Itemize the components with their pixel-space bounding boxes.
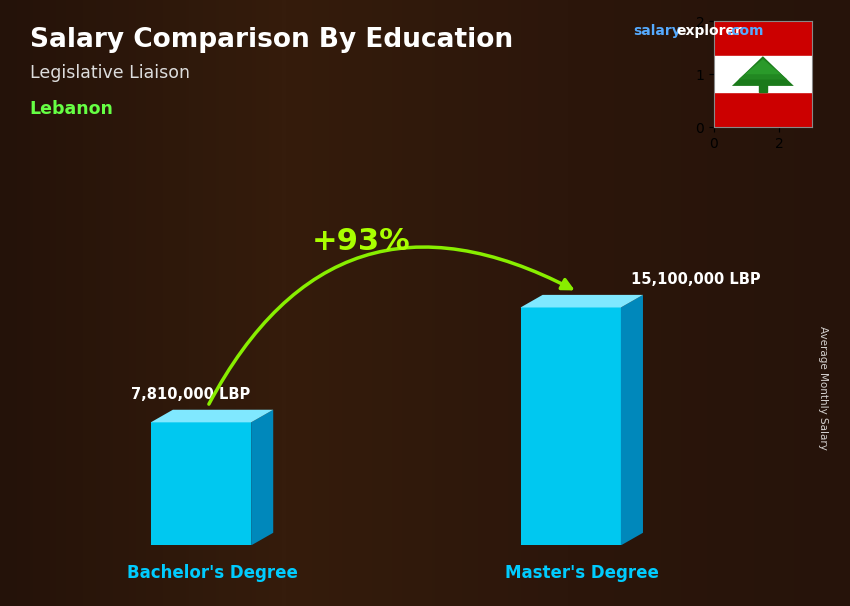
Polygon shape (520, 295, 643, 307)
Text: Bachelor's Degree: Bachelor's Degree (127, 564, 298, 582)
Text: Master's Degree: Master's Degree (505, 564, 659, 582)
Text: 15,100,000 LBP: 15,100,000 LBP (631, 272, 761, 287)
Polygon shape (620, 295, 643, 545)
Text: Salary Comparison By Education: Salary Comparison By Education (30, 27, 513, 53)
Polygon shape (150, 422, 251, 545)
Polygon shape (745, 59, 781, 74)
Text: 7,810,000 LBP: 7,810,000 LBP (131, 387, 251, 402)
Text: .com: .com (727, 24, 764, 38)
Polygon shape (520, 307, 620, 545)
Text: Average Monthly Salary: Average Monthly Salary (818, 326, 828, 450)
Text: explorer: explorer (677, 24, 743, 38)
Bar (714, 92, 812, 127)
Text: salary: salary (633, 24, 681, 38)
Polygon shape (739, 58, 787, 79)
Text: Lebanon: Lebanon (30, 100, 114, 118)
Polygon shape (732, 56, 794, 86)
Bar (759, 82, 767, 92)
Text: +93%: +93% (311, 227, 411, 256)
Bar (714, 21, 812, 56)
Polygon shape (251, 410, 273, 545)
Bar (714, 56, 812, 92)
Text: Legislative Liaison: Legislative Liaison (30, 64, 190, 82)
Polygon shape (150, 410, 273, 422)
